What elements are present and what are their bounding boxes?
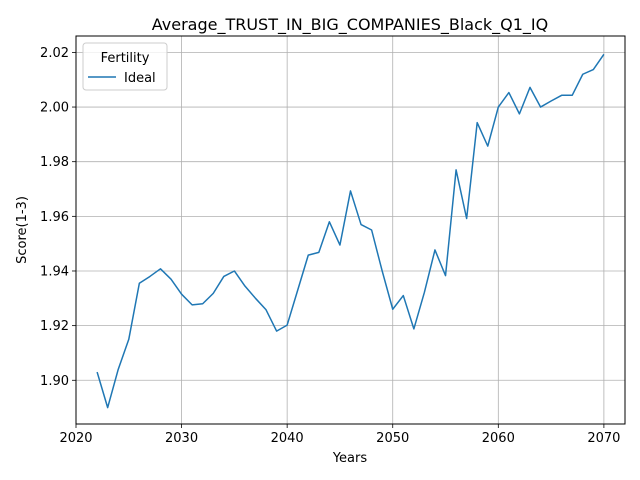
x-tick-label: 2070 (587, 431, 620, 446)
x-tick-label: 2020 (59, 431, 92, 446)
series-line-ideal (96, 53, 605, 409)
y-axis-label: Score(1-3) (15, 196, 30, 264)
y-tick-label: 1.90 (40, 374, 69, 389)
x-tick-label: 2050 (376, 431, 409, 446)
legend-title: Fertility (101, 51, 150, 66)
x-tick-label: 2060 (482, 431, 515, 446)
y-tick-label: 2.00 (40, 101, 69, 116)
x-tick-label: 2040 (271, 431, 304, 446)
y-tick-label: 1.96 (40, 210, 69, 225)
legend-box (82, 42, 168, 91)
plot-frame (75, 35, 626, 425)
x-axis: 2020 2030 2040 2050 2060 2070 (59, 424, 620, 446)
series-layer (96, 53, 605, 409)
y-tick-label: 1.92 (40, 319, 69, 334)
legend-label-ideal: Ideal (124, 71, 156, 86)
y-tick-label: 1.98 (40, 155, 69, 170)
grid-lines (75, 36, 625, 424)
x-axis-label: Years (332, 451, 368, 466)
legend: Fertility Ideal (82, 42, 168, 91)
y-tick-label: 2.02 (40, 46, 69, 61)
x-tick-label: 2030 (165, 431, 198, 446)
y-axis: 1.90 1.92 1.94 1.96 1.98 2.00 2.02 (40, 46, 76, 389)
y-tick-label: 1.94 (40, 264, 69, 279)
chart-title: Average_TRUST_IN_BIG_COMPANIES_Black_Q1_… (152, 15, 548, 35)
